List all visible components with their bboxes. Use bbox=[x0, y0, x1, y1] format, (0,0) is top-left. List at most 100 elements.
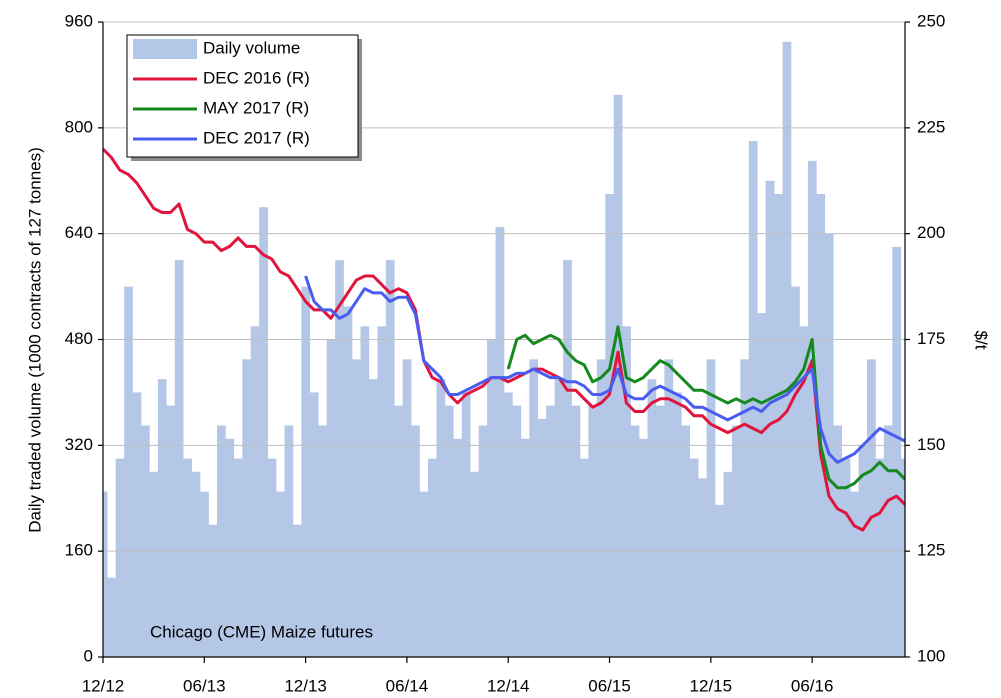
volume-bar bbox=[174, 260, 184, 657]
volume-bar bbox=[563, 260, 572, 657]
volume-bar bbox=[833, 425, 842, 657]
volume-bar bbox=[335, 260, 344, 657]
volume-bar bbox=[166, 405, 176, 657]
price-lines bbox=[103, 147, 905, 532]
y2-tick-label: 225 bbox=[917, 117, 945, 136]
volume-bar bbox=[512, 405, 522, 657]
volume-bar bbox=[698, 478, 707, 657]
y-tick-label: 0 bbox=[84, 646, 93, 665]
volume-bar bbox=[655, 405, 665, 657]
y-tick-label: 320 bbox=[65, 435, 93, 454]
volume-bar bbox=[301, 286, 311, 657]
y2-tick-label: 100 bbox=[917, 646, 945, 665]
axes: 0 160 320 480 640 800 960 100 125 150 175 200 225 250… bbox=[65, 11, 946, 695]
volume-bar bbox=[613, 94, 623, 657]
volume-bar bbox=[208, 524, 218, 657]
y2-tick-label: 175 bbox=[917, 329, 945, 348]
volume-bar bbox=[596, 359, 606, 657]
volume-bar bbox=[782, 41, 792, 657]
volume-bar bbox=[411, 425, 420, 657]
volume-bar bbox=[402, 359, 412, 657]
volume-bar bbox=[875, 458, 885, 657]
volume-bar bbox=[242, 359, 252, 657]
volume-bar bbox=[900, 458, 905, 657]
annotation: Chicago (CME) Maize futures bbox=[150, 622, 373, 641]
volume-bar bbox=[504, 392, 513, 657]
volume-bar bbox=[529, 359, 539, 657]
volume-bar bbox=[883, 425, 893, 657]
volume-bar bbox=[630, 425, 640, 657]
legend-label: DEC 2016 (R) bbox=[203, 68, 310, 87]
y-tick-label: 640 bbox=[65, 223, 93, 242]
legend-label: Daily volume bbox=[203, 38, 300, 57]
volume-bar bbox=[377, 326, 387, 657]
volume-bar bbox=[368, 379, 378, 657]
x-tick-label: 12/14 bbox=[487, 676, 530, 695]
volume-bar bbox=[140, 425, 150, 657]
volume-bar bbox=[157, 379, 167, 657]
x-tick-label: 06/15 bbox=[588, 676, 631, 695]
volume-bar bbox=[672, 392, 682, 657]
volume-bar bbox=[605, 193, 615, 657]
volume-bar bbox=[588, 405, 598, 657]
volume-bar bbox=[115, 458, 125, 657]
volume-bar bbox=[183, 458, 192, 657]
volume-bar bbox=[731, 425, 741, 657]
volume-bar bbox=[867, 359, 876, 657]
y-tick-label: 160 bbox=[65, 541, 93, 560]
volume-bar bbox=[318, 425, 328, 657]
volume-bar bbox=[740, 359, 750, 657]
y-axis-label: Daily traded volume (1000 contracts of 1… bbox=[25, 147, 44, 533]
volume-bar bbox=[453, 438, 463, 657]
volume-bar bbox=[309, 392, 319, 657]
volume-bar bbox=[850, 491, 859, 657]
volume-bar bbox=[765, 180, 775, 657]
price-line bbox=[304, 275, 905, 464]
x-tick-label: 06/13 bbox=[183, 676, 226, 695]
legend-swatch bbox=[133, 39, 197, 59]
volume-bar bbox=[394, 405, 403, 657]
y2-axis-label: $/t bbox=[972, 331, 991, 350]
volume-bar bbox=[461, 392, 471, 657]
x-tick-label: 06/16 bbox=[791, 676, 834, 695]
y2-tick-label: 150 bbox=[917, 435, 945, 454]
volume-bar bbox=[225, 438, 235, 657]
x-tick-label: 12/15 bbox=[690, 676, 733, 695]
volume-bar bbox=[554, 379, 564, 657]
volume-bar bbox=[436, 379, 446, 657]
y2-tick-label: 250 bbox=[917, 11, 945, 30]
volume-bar bbox=[276, 491, 285, 657]
volume-bar bbox=[647, 379, 657, 657]
grid bbox=[103, 21, 905, 552]
volume-bar bbox=[537, 418, 547, 657]
price-line bbox=[506, 325, 905, 490]
volume-bar bbox=[546, 405, 555, 657]
volume-bar bbox=[723, 471, 733, 657]
volume-bar bbox=[706, 359, 716, 657]
volume-bar bbox=[757, 313, 767, 657]
volume-bar bbox=[250, 326, 260, 657]
volume-bar bbox=[807, 160, 817, 657]
legend-label: MAY 2017 (R) bbox=[203, 98, 309, 117]
volume-bar bbox=[799, 326, 809, 657]
volume-bar bbox=[689, 458, 699, 657]
volume-bar bbox=[292, 524, 302, 657]
volume-bar bbox=[774, 193, 783, 657]
volume-bar bbox=[360, 326, 370, 657]
volume-bar bbox=[579, 458, 589, 657]
volume-bar bbox=[664, 359, 674, 657]
volume-bar bbox=[267, 458, 277, 657]
price-line bbox=[103, 147, 905, 532]
y-tick-label: 800 bbox=[65, 117, 93, 136]
volume-bar bbox=[715, 504, 724, 657]
volume-bar bbox=[352, 359, 361, 657]
volume-bar bbox=[149, 471, 159, 657]
volume-bar bbox=[191, 471, 201, 657]
y2-tick-label: 200 bbox=[917, 223, 945, 242]
volume-bar bbox=[841, 458, 851, 657]
x-tick-label: 12/12 bbox=[82, 676, 125, 695]
y-tick-label: 480 bbox=[65, 329, 93, 348]
volume-bar bbox=[622, 326, 631, 657]
volume-bar bbox=[259, 207, 268, 657]
